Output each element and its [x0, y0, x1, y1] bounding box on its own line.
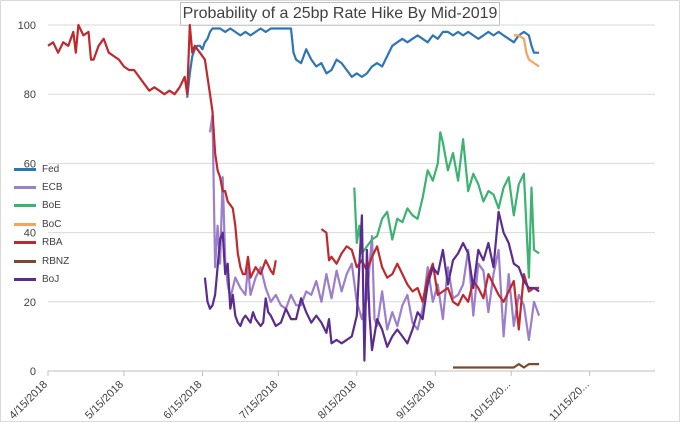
legend-swatch [14, 259, 36, 263]
series-lines [47, 23, 541, 369]
legend-swatch [14, 204, 36, 208]
legend-swatch [14, 167, 36, 171]
legend-label: BoJ [42, 274, 60, 286]
x-tick-label-7: 11/15/20... [547, 379, 592, 422]
legend-item-boe: BoE [14, 197, 69, 215]
legend-item-rba: RBA [14, 234, 69, 252]
x-tick-label-1: 5/15/2018 [83, 379, 126, 422]
y-tick-label-100: 100 [18, 20, 36, 32]
legend-item-rbnz: RBNZ [14, 252, 69, 270]
y-tick-label-80: 80 [24, 89, 36, 101]
y-tick-label-60: 60 [24, 158, 36, 170]
legend-swatch [14, 278, 36, 282]
series-line-boe [353, 131, 540, 279]
legend-item-fed: Fed [14, 160, 69, 178]
legend-label: BoE [42, 200, 61, 212]
legend-label: RBNZ [42, 255, 70, 267]
legend-label: ECB [42, 182, 63, 194]
legend-label: RBA [42, 237, 63, 249]
x-tick-label-4: 8/15/2018 [316, 379, 359, 422]
y-tick-label-20: 20 [24, 297, 36, 309]
legend-label: BoC [42, 218, 62, 230]
x-axis-ticks: 4/15/2018 5/15/2018 6/15/2018 7/15/2018 8/15… [7, 371, 592, 422]
series-line-rbnz [453, 363, 540, 369]
y-axis-ticks: 0 20 40 60 80 100 [18, 20, 36, 378]
series-line-rba [47, 23, 277, 279]
x-tick-label-3: 7/15/2018 [237, 379, 280, 422]
legend-swatch [14, 241, 36, 245]
x-tick-label-5: 9/15/2018 [394, 379, 437, 422]
x-tick-label-2: 6/15/2018 [161, 379, 204, 422]
series-line-ecb [208, 113, 541, 341]
series-line-fed [186, 27, 540, 98]
legend-swatch [14, 222, 36, 226]
x-tick-label-6: 10/15/20... [468, 379, 513, 422]
series-line-boc [513, 34, 540, 68]
x-tick-label-0: 4/15/2018 [7, 379, 50, 422]
y-tick-label-40: 40 [24, 228, 36, 240]
legend-item-ecb: ECB [14, 178, 69, 196]
series-line-rba-1 [320, 228, 540, 331]
legend: Fed ECB BoE BoC RBA RBNZ BoJ [14, 160, 69, 289]
legend-swatch [14, 186, 36, 190]
legend-item-boj: BoJ [14, 270, 69, 288]
legend-label: Fed [42, 163, 60, 175]
series-line-boj [203, 210, 540, 362]
y-tick-label-0: 0 [30, 366, 36, 378]
legend-item-boc: BoC [14, 215, 69, 233]
grid-lines [48, 24, 655, 303]
